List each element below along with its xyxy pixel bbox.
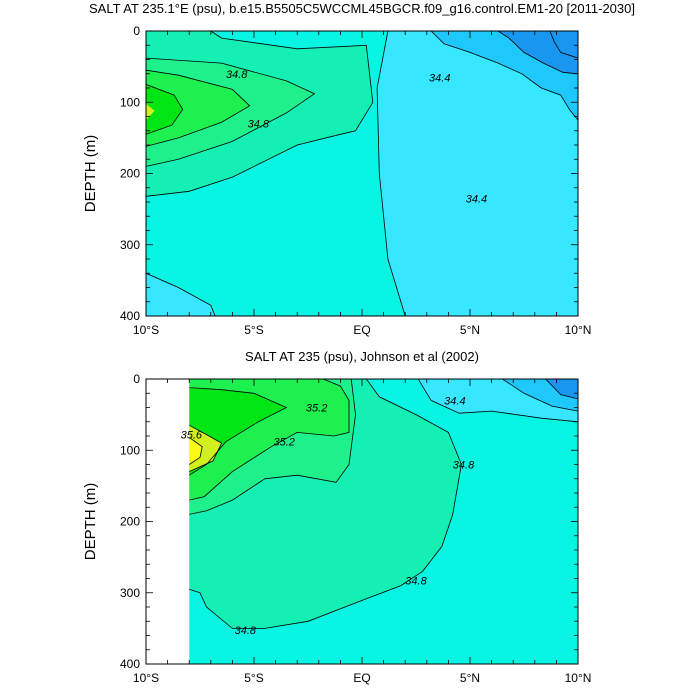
y-tick-label: 100 [120,443,140,457]
chart-title: SALT AT 235.1°E (psu), b.e15.B5505C5WCCM… [89,1,635,16]
contour-label-5: 34.8 [405,576,427,588]
contour-label-2: 34.4 [429,72,450,84]
panel-1: 34.8 34.8 34.4 34.4 10°S 5°S EQ 5°N 10°N 0 100 200 3… [82,1,635,337]
y-tick-label: 400 [120,657,140,671]
fill-region-s34-4-2 [146,273,216,316]
contour-line-8 [545,379,578,400]
y-tick-label: 100 [120,95,140,109]
contour-line-3 [188,387,288,476]
contour-line-1 [146,57,316,167]
plot-area: 35.6 35.2 35.2 34.4 34.8 34.8 34.8 [146,379,578,664]
y-tick-label: 400 [120,309,140,323]
y-tick-label: 200 [120,167,140,181]
contour-line-2 [189,379,350,501]
contour-label-6: 34.8 [235,625,257,637]
y-tick-label: 300 [120,586,140,600]
contour-line-0 [189,379,462,629]
fill-region-s35-6-7 [146,103,155,121]
contour-label-4: 34.8 [453,460,475,472]
panel-2: 35.6 35.2 35.2 34.4 34.8 34.8 34.8 10°S 5°S EQ 5°N… [82,349,591,685]
contour-line-0 [146,31,374,197]
contour-line-4 [376,31,406,316]
contour-line-5 [430,31,578,121]
y-axis-label: DEPTH (m) [82,135,99,213]
chart-title: SALT AT 235 (psu), Johnson et al (2002) [245,349,479,364]
fill-region-s35-2-5 [146,70,250,147]
x-tick-label: 5°S [244,671,263,685]
x-tick-label: 5°S [244,323,263,337]
contour-line-2 [146,69,251,147]
contour-label-1: 34.8 [248,119,270,131]
contour-line-1 [189,379,356,515]
x-tick-label: 10°N [565,671,592,685]
missing-data-region [146,379,190,664]
fill-region-s35-6-5 [189,425,222,472]
contour-label-0: 35.6 [181,430,203,442]
fill-region-s34-0-10 [549,31,578,59]
y-tick-label: 0 [133,372,140,386]
contour-line-4 [189,424,223,472]
y-tick-label: 200 [120,515,140,529]
contour-line-3 [146,84,184,135]
contour-line-7 [549,31,578,59]
contour-line-7 [502,379,578,412]
x-tick-label: 10°S [133,671,159,685]
y-tick-label: 0 [133,24,140,38]
contour-line-5 [188,437,203,465]
x-tick-label: 5°N [460,671,480,685]
x-tick-label: 5°N [460,323,480,337]
contour-line-6 [497,31,578,75]
y-tick-label: 300 [120,238,140,252]
contour-line-8 [146,272,216,316]
fill-region-s35-4-6 [146,84,183,135]
x-tick-label: EQ [353,323,370,337]
contour-line-6 [417,379,578,423]
contour-label-1: 35.2 [306,403,327,415]
contour-label-0: 34.8 [226,69,248,81]
fill-region-s34-0-9 [545,379,578,399]
y-axis-label: DEPTH (m) [82,483,99,561]
contour-label-3: 34.4 [466,193,487,205]
x-tick-label: 10°S [133,323,159,337]
plot-area: 34.8 34.8 34.4 34.4 [146,31,578,316]
x-tick-label: EQ [353,671,370,685]
contour-label-3: 34.4 [444,395,465,407]
x-tick-label: 10°N [565,323,592,337]
contour-label-2: 35.2 [274,437,295,449]
